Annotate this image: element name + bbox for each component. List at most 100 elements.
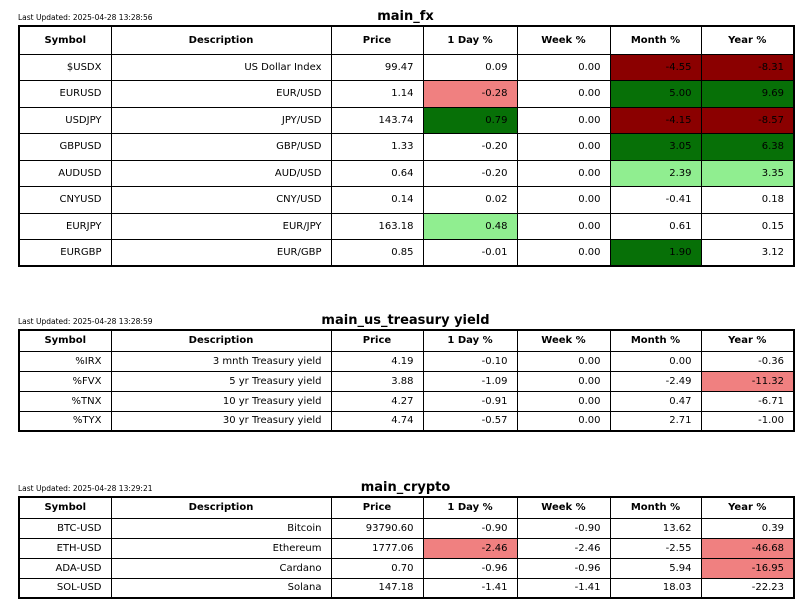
column-header: Year % xyxy=(700,496,795,519)
column-header: Symbol xyxy=(18,25,112,55)
month-change-cell: 5.00 xyxy=(609,80,702,108)
week-change-cell: 0.00 xyxy=(516,159,611,187)
symbol-cell: %TYX xyxy=(18,410,112,432)
description-cell: CNY/USD xyxy=(110,186,332,214)
symbol-cell: BTC-USD xyxy=(18,517,112,539)
column-header: Month % xyxy=(609,496,702,519)
month-change-cell: 13.62 xyxy=(609,517,702,539)
table-row: SOL-USD Solana 147.18 -1.41 -1.41 18.03 -22.23 xyxy=(18,577,795,599)
week-change-cell: 0.00 xyxy=(516,133,611,161)
price-cell: 99.47 xyxy=(330,53,424,81)
week-change-cell: 0.00 xyxy=(516,53,611,81)
day-change-cell: -0.20 xyxy=(422,159,518,187)
price-cell: 0.85 xyxy=(330,239,424,267)
table-row: EURGBP EUR/GBP 0.85 -0.01 0.00 1.90 3.12 xyxy=(18,239,795,267)
table-row: BTC-USD Bitcoin 93790.60 -0.90 -0.90 13.62 0.3… xyxy=(18,517,795,539)
symbol-cell: $USDX xyxy=(18,53,112,81)
day-change-cell: -0.90 xyxy=(422,517,518,539)
month-change-cell: -4.55 xyxy=(609,53,702,81)
table-row: $USDX US Dollar Index 99.47 0.09 0.00 -4.55 -8… xyxy=(18,53,795,81)
year-change-cell: -46.68 xyxy=(700,537,795,559)
column-header: Month % xyxy=(609,329,702,352)
column-header: Price xyxy=(330,496,424,519)
column-header: Year % xyxy=(700,329,795,352)
symbol-cell: USDJPY xyxy=(18,106,112,134)
column-header: 1 Day % xyxy=(422,329,518,352)
day-change-cell: -0.01 xyxy=(422,239,518,267)
table-row: ADA-USD Cardano 0.70 -0.96 -0.96 5.94 -16.95 xyxy=(18,557,795,579)
week-change-cell: 0.00 xyxy=(516,212,611,240)
crypto-last-updated-label: Last Updated: 2025-04-28 13:29:21 xyxy=(18,484,153,493)
week-change-cell: -1.41 xyxy=(516,577,611,599)
description-cell: 10 yr Treasury yield xyxy=(110,390,332,412)
description-cell: AUD/USD xyxy=(110,159,332,187)
symbol-cell: GBPUSD xyxy=(18,133,112,161)
description-cell: EUR/JPY xyxy=(110,212,332,240)
section-main-fx: Last Updated: 2025-04-28 13:28:56 main_f… xyxy=(18,6,795,267)
price-cell: 4.27 xyxy=(330,390,424,412)
price-cell: 147.18 xyxy=(330,577,424,599)
month-change-cell: 0.61 xyxy=(609,212,702,240)
description-cell: EUR/GBP xyxy=(110,239,332,267)
table-row: EURUSD EUR/USD 1.14 -0.28 0.00 5.00 9.69 xyxy=(18,80,795,108)
symbol-cell: AUDUSD xyxy=(18,159,112,187)
description-cell: GBP/USD xyxy=(110,133,332,161)
price-cell: 0.64 xyxy=(330,159,424,187)
week-change-cell: 0.00 xyxy=(516,106,611,134)
table-row: USDJPY JPY/USD 143.74 0.79 0.00 -4.15 -8.57 xyxy=(18,106,795,134)
header-row: Symbol Description Price 1 Day % Week % Month… xyxy=(18,496,795,519)
week-change-cell: 0.00 xyxy=(516,80,611,108)
column-header: Month % xyxy=(609,25,702,55)
day-change-cell: -1.41 xyxy=(422,577,518,599)
month-change-cell: -0.41 xyxy=(609,186,702,214)
column-header: 1 Day % xyxy=(422,496,518,519)
crypto-table: Symbol Description Price 1 Day % Week % Month… xyxy=(18,496,795,599)
description-cell: Solana xyxy=(110,577,332,599)
symbol-cell: ADA-USD xyxy=(18,557,112,579)
year-change-cell: -8.31 xyxy=(700,53,795,81)
column-header: Week % xyxy=(516,25,611,55)
description-cell: JPY/USD xyxy=(110,106,332,134)
week-change-cell: -0.96 xyxy=(516,557,611,579)
price-cell: 1.33 xyxy=(330,133,424,161)
column-header: 1 Day % xyxy=(422,25,518,55)
price-cell: 0.14 xyxy=(330,186,424,214)
treasury-meta-row: Last Updated: 2025-04-28 13:28:59 main_u… xyxy=(18,310,793,329)
symbol-cell: EURJPY xyxy=(18,212,112,240)
fx-meta-row: Last Updated: 2025-04-28 13:28:56 main_f… xyxy=(18,6,793,25)
price-cell: 0.70 xyxy=(330,557,424,579)
year-change-cell: 0.15 xyxy=(700,212,795,240)
column-header: Symbol xyxy=(18,496,112,519)
table-row: %TYX 30 yr Treasury yield 4.74 -0.57 0.00 2.7… xyxy=(18,410,795,432)
year-change-cell: -16.95 xyxy=(700,557,795,579)
day-change-cell: -0.96 xyxy=(422,557,518,579)
month-change-cell: 0.00 xyxy=(609,350,702,372)
year-change-cell: 3.35 xyxy=(700,159,795,187)
month-change-cell: -2.55 xyxy=(609,537,702,559)
year-change-cell: 0.39 xyxy=(700,517,795,539)
column-header: Week % xyxy=(516,496,611,519)
year-change-cell: 9.69 xyxy=(700,80,795,108)
week-change-cell: 0.00 xyxy=(516,390,611,412)
table-row: CNYUSD CNY/USD 0.14 0.02 0.00 -0.41 0.18 xyxy=(18,186,795,214)
description-cell: Cardano xyxy=(110,557,332,579)
description-cell: Ethereum xyxy=(110,537,332,559)
section-crypto: Last Updated: 2025-04-28 13:29:21 main_c… xyxy=(18,477,795,599)
week-change-cell: 0.00 xyxy=(516,410,611,432)
week-change-cell: 0.00 xyxy=(516,350,611,372)
description-cell: 3 mnth Treasury yield xyxy=(110,350,332,372)
day-change-cell: -1.09 xyxy=(422,370,518,392)
symbol-cell: %IRX xyxy=(18,350,112,372)
table-row: AUDUSD AUD/USD 0.64 -0.20 0.00 2.39 3.35 xyxy=(18,159,795,187)
month-change-cell: 2.39 xyxy=(609,159,702,187)
symbol-cell: CNYUSD xyxy=(18,186,112,214)
table-row: %IRX 3 mnth Treasury yield 4.19 -0.10 0.00 0.… xyxy=(18,350,795,372)
price-cell: 4.74 xyxy=(330,410,424,432)
week-change-cell: -2.46 xyxy=(516,537,611,559)
day-change-cell: -0.91 xyxy=(422,390,518,412)
table-row: EURJPY EUR/JPY 163.18 0.48 0.00 0.61 0.15 xyxy=(18,212,795,240)
year-change-cell: 3.12 xyxy=(700,239,795,267)
table-row: %FVX 5 yr Treasury yield 3.88 -1.09 0.00 -2.4… xyxy=(18,370,795,392)
symbol-cell: EURUSD xyxy=(18,80,112,108)
